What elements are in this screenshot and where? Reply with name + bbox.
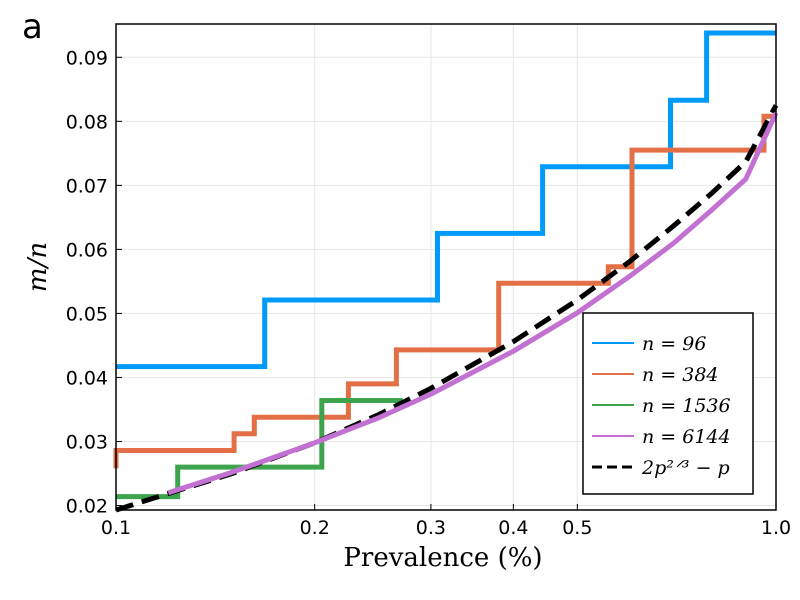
series-layer: [113, 30, 779, 513]
y-tick-label: 0.04: [66, 367, 108, 389]
y-tick-label: 0.03: [66, 431, 108, 453]
y-tick-label: 0.06: [66, 239, 108, 261]
x-tick-label: 0.5: [562, 517, 592, 539]
legend-label: n = 96: [642, 333, 706, 355]
y-tick-label: 0.02: [66, 496, 108, 518]
x-tick-label: 0.1: [101, 517, 131, 539]
x-tick-label: 0.2: [300, 517, 330, 539]
legend-label: n = 384: [642, 364, 719, 386]
series-line: [116, 30, 776, 370]
y-tick-label: 0.07: [66, 175, 108, 197]
panel-label: a: [22, 7, 43, 47]
y-axis-title: m/n: [23, 242, 53, 292]
y-tick-label: 0.09: [66, 47, 108, 69]
x-ticks: 0.1 0.2 0.3 0.4 0.5 1.0: [101, 504, 791, 539]
legend-label: 2p²ᐟ³ − p: [641, 457, 730, 479]
y-ticks: 0.02 0.03 0.04 0.05 0.06 0.07 0.08 0.09: [66, 47, 122, 518]
y-tick-label: 0.05: [66, 303, 108, 325]
x-tick-label: 0.3: [416, 517, 446, 539]
legend-label: n = 1536: [642, 395, 731, 417]
plot-frame: [115, 23, 777, 511]
legend: n = 96 n = 384 n = 1536 n = 6144 2p²ᐟ³ − p: [582, 312, 754, 495]
x-tick-label: 1.0: [761, 517, 791, 539]
legend-label: n = 6144: [642, 426, 731, 448]
x-tick-label: 0.4: [498, 517, 528, 539]
series-line: [167, 111, 779, 496]
x-axis-title: Prevalence (%): [343, 543, 542, 573]
y-tick-label: 0.08: [66, 111, 108, 133]
series-line: [113, 113, 776, 469]
